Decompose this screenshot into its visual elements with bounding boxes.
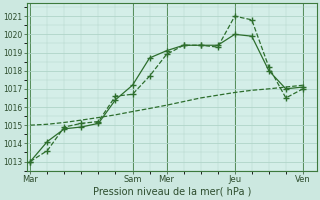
- X-axis label: Pression niveau de la mer( hPa ): Pression niveau de la mer( hPa ): [92, 187, 251, 197]
